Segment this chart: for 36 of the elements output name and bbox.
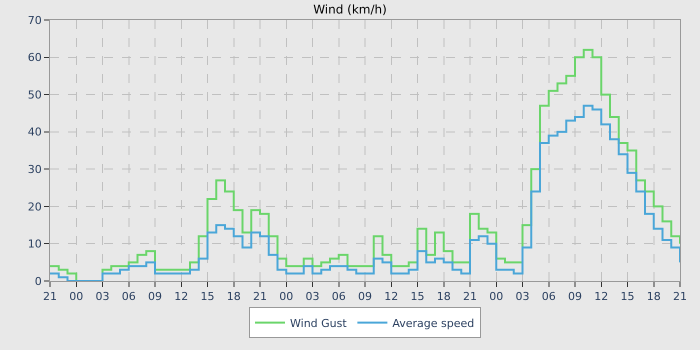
x-tick-label: 12	[384, 290, 398, 304]
x-tick-label: 09	[358, 290, 372, 304]
x-tick-label: 12	[594, 290, 608, 304]
x-tick-label: 09	[148, 290, 162, 304]
y-tick-label: 40	[28, 126, 42, 139]
x-tick-label: 03	[516, 290, 530, 304]
x-tick-label: 15	[410, 290, 424, 304]
y-tick-label: 10	[28, 238, 42, 251]
y-tick-label: 70	[28, 14, 42, 27]
x-tick-label: 15	[200, 290, 214, 304]
x-tick-label: 21	[253, 290, 267, 304]
x-tick-label: 18	[436, 290, 451, 304]
x-tick-label: 06	[122, 290, 136, 304]
x-tick-label: 21	[463, 290, 477, 304]
y-tick-label: 30	[28, 162, 42, 176]
x-tick-label: 18	[226, 290, 241, 304]
x-tick-label: 00	[69, 290, 84, 304]
x-tick-label: 06	[542, 290, 556, 304]
y-tick-label: 50	[28, 88, 42, 102]
x-tick-label: 03	[96, 290, 110, 304]
x-tick-label: 03	[306, 290, 320, 304]
x-tick-label: 21	[43, 290, 57, 304]
y-tick-label: 60	[28, 51, 42, 64]
y-tick-label: 0	[34, 274, 42, 288]
x-tick-label: 21	[673, 290, 687, 304]
x-tick-label: 06	[332, 290, 346, 304]
x-tick-label: 18	[646, 290, 661, 304]
y-tick-label: 20	[28, 200, 42, 214]
x-tick-label: 12	[174, 290, 188, 304]
legend-label: Average speed	[392, 316, 474, 330]
x-tick-label: 09	[568, 290, 582, 304]
x-tick-label: 00	[279, 290, 294, 304]
chart-title: Wind (km/h)	[313, 2, 387, 17]
legend-label: Wind Gust	[290, 316, 348, 330]
x-tick-label: 00	[489, 290, 504, 304]
x-tick-label: 15	[620, 290, 634, 304]
